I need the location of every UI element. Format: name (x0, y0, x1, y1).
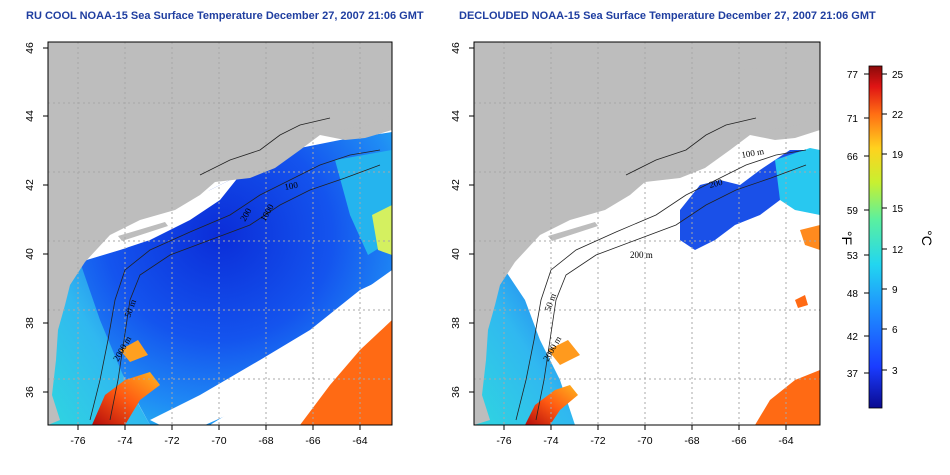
map2-nova-scotia (728, 60, 820, 130)
cb-f-66: 66 (847, 152, 859, 163)
map2-xtick-64: -64 (778, 435, 793, 447)
cb-f-53: 53 (847, 251, 859, 262)
map2-long-island (548, 222, 598, 241)
map2-east-patch-2 (795, 295, 808, 308)
map2-orange-patch (548, 340, 580, 365)
cb-f-59: 59 (847, 206, 859, 217)
map2-ytick-42: 42 (450, 179, 462, 191)
map1-gulf-stream-east (300, 320, 392, 425)
map2-y-tick-labels: 36 38 40 42 44 46 (450, 42, 462, 398)
map1: 100 200 1000 50 m 2000 m -76 -74 -72 -70… (24, 41, 393, 447)
map2-xtick-70: -70 (637, 435, 652, 447)
map2-xtick-66: -66 (731, 435, 746, 447)
map2-title: DECLOUDED NOAA-15 Sea Surface Temperatur… (459, 10, 876, 22)
map1-orange-patch (120, 340, 148, 362)
cb-c-25: 25 (892, 70, 904, 81)
map1-grid (48, 42, 392, 425)
map2-east-patch-1 (800, 225, 820, 250)
colorbar-fahrenheit-labels: 77 71 66 59 53 48 42 37 (847, 70, 859, 380)
cb-c-6: 6 (892, 325, 898, 336)
map1-ytick-46: 46 (24, 42, 36, 54)
map1-xtick-70: -70 (211, 435, 226, 447)
colorbar-celsius-labels: 25 22 19 15 12 9 6 3 (892, 70, 904, 377)
map2-xtick-76: -76 (496, 435, 511, 447)
map2-ytick-38: 38 (450, 317, 462, 329)
map2-xtick-72: -72 (590, 435, 605, 447)
map1-xtick-66: -66 (305, 435, 320, 447)
map2-ytick-36: 36 (450, 386, 462, 398)
map1-y-tick-labels: 36 38 40 42 44 46 (24, 42, 36, 398)
colorbar: 77 71 66 59 53 48 42 37 25 22 19 15 12 9… (839, 65, 935, 409)
cb-c-19: 19 (892, 150, 904, 161)
map1-gulf-stream (92, 372, 160, 425)
cb-c-3: 3 (892, 366, 898, 377)
map1-ticks (43, 47, 361, 430)
map1-xtick-64: -64 (352, 435, 367, 447)
map2-xtick-68: -68 (684, 435, 699, 447)
cb-f-37: 37 (847, 369, 859, 380)
map1-contours (89, 117, 381, 421)
map1-nova-scotia (300, 60, 392, 130)
map2-xtick-74: -74 (543, 435, 558, 447)
map1-xtick-68: -68 (258, 435, 273, 447)
map1-warm-patch (372, 205, 392, 255)
map2-ticks (469, 47, 787, 430)
map1-title: RU COOL NOAA-15 Sea Surface Temperature … (26, 10, 424, 22)
map1-land (48, 42, 392, 425)
map1-xtick-74: -74 (117, 435, 132, 447)
map1-ytick-40: 40 (24, 248, 36, 260)
map2-ytick-40: 40 (450, 248, 462, 260)
map1-sst-field (78, 132, 392, 425)
map2-frame (473, 41, 821, 426)
cb-c-12: 12 (892, 245, 904, 256)
map1-frame (47, 41, 393, 426)
cb-f-42: 42 (847, 332, 859, 343)
cb-c-9: 9 (892, 285, 898, 296)
map2-gulf-stream-east (755, 370, 820, 425)
map2-contours (515, 117, 807, 421)
map1-ytick-36: 36 (24, 386, 36, 398)
map1-xtick-72: -72 (164, 435, 179, 447)
map2-grid (474, 42, 820, 425)
cb-c-22: 22 (892, 110, 904, 121)
cb-f-48: 48 (847, 289, 859, 300)
map1-cloud-band-2 (260, 335, 345, 400)
map1-contour-label-100: 100 (284, 180, 300, 192)
map2-x-tick-labels: -76 -74 -72 -70 -68 -66 -64 (496, 435, 793, 447)
cb-f-71: 71 (847, 114, 859, 125)
map2-contour-label-100m: 100 m (741, 146, 765, 160)
map1-ytick-42: 42 (24, 179, 36, 191)
map2-contour-label-200m: 200 m (630, 250, 653, 260)
cb-c-15: 15 (892, 204, 904, 215)
map2-contour-label-200: 200 (708, 177, 724, 190)
map1-cloud-band (150, 275, 392, 425)
colorbar-fahrenheit-unit: °F (839, 231, 855, 245)
map1-ytick-44: 44 (24, 110, 36, 122)
colorbar-ticks (864, 73, 887, 374)
map1-x-tick-labels: -76 -74 -72 -70 -68 -66 -64 (70, 435, 367, 447)
map2: 100 m 200 200 m 50 m 2000 m -76 -74 -72 … (450, 41, 821, 447)
map1-long-island (118, 222, 168, 241)
map1-ytick-38: 38 (24, 317, 36, 329)
colorbar-gradient (868, 65, 883, 409)
map2-ytick-44: 44 (450, 110, 462, 122)
map1-xtick-76: -76 (70, 435, 85, 447)
map2-gulf-stream (525, 385, 578, 425)
map2-ytick-46: 46 (450, 42, 462, 54)
cb-f-77: 77 (847, 70, 859, 81)
map2-shelf-water (474, 270, 575, 425)
map2-land (474, 42, 820, 425)
colorbar-celsius-unit: °C (919, 230, 935, 246)
